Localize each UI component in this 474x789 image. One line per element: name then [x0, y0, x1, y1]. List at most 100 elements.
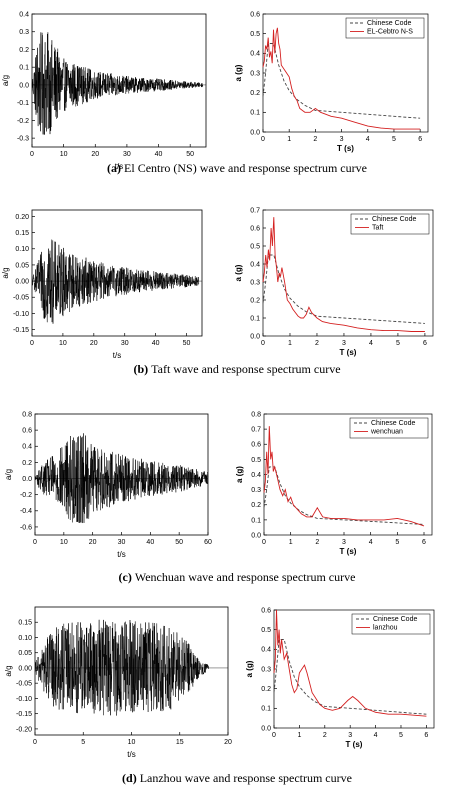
legend-label: Cninese Code: [373, 616, 417, 623]
y-tick-label: 0.10: [15, 246, 29, 253]
x-tick-label: 2: [313, 136, 317, 143]
x-tick-label: 20: [90, 340, 98, 347]
x-tick-label: 4: [369, 340, 373, 347]
x-axis-label: T (s): [346, 740, 363, 749]
y-tick-label: 0.05: [18, 650, 32, 657]
x-tick-label: 0: [30, 151, 34, 158]
x-tick-label: 20: [89, 539, 97, 546]
caption-d-label: (d): [122, 771, 137, 785]
caption-b-label: (b): [133, 362, 148, 376]
y-tick-label: 0.8: [22, 411, 32, 418]
y-tick-label: 0.4: [22, 444, 32, 451]
y-tick-label: 0.3: [250, 70, 260, 77]
y-tick-label: 0.1: [19, 65, 29, 72]
y-tick-label: 0.4: [250, 261, 260, 268]
y-axis-label: a (g): [245, 660, 254, 677]
legend-box: [351, 613, 431, 635]
series-record-spectrum: [262, 27, 421, 130]
y-tick-label: 0.3: [250, 279, 260, 286]
y-tick-label: 0.0: [19, 82, 29, 89]
plot-frame: [31, 209, 203, 337]
y-tick-label: 0.1: [251, 517, 261, 524]
y-tick-label: 0.00: [15, 278, 29, 285]
y-tick-label: 0.5: [250, 31, 260, 38]
y-tick-label: 0.6: [251, 442, 261, 449]
y-tick-label: 0.2: [250, 90, 260, 97]
legend: Chinese Code wenchuan: [349, 417, 429, 439]
caption-c-text: Wenchuan wave and response spectrum curv…: [135, 570, 356, 584]
x-tick-label: 5: [395, 539, 399, 546]
caption-d: (d) Lanzhou wave and response spectrum cu…: [122, 771, 352, 785]
series-code-spectrum: [262, 254, 425, 324]
series-code-spectrum: [263, 466, 425, 525]
plot-frame: [31, 13, 207, 148]
y-tick-label: 0.5: [250, 243, 260, 250]
y-tick-label: 0.15: [15, 230, 29, 237]
x-tick-label: 20: [224, 739, 232, 746]
y-tick-label: 0.3: [251, 487, 261, 494]
y-tick-label: 0.3: [261, 666, 271, 673]
legend: Cninese Code lanzhou: [351, 613, 431, 635]
x-tick-label: 30: [118, 539, 126, 546]
x-tick-label: 3: [342, 539, 346, 546]
y-axis-label: a (g): [235, 466, 244, 483]
x-tick-label: 0: [261, 136, 265, 143]
chart-panels: 0 10 20 30 40 50-0.3-0.2-0.10.00.10.20.30.4t/…: [1, 11, 435, 759]
x-tick-label: 6: [423, 340, 427, 347]
series-accelerogram: [34, 433, 209, 524]
x-tick-label: 1: [288, 340, 292, 347]
y-tick-label: 0.3: [19, 29, 29, 36]
x-tick-label: 30: [121, 340, 129, 347]
panel-a-spectrum: 0 1 2 3 4 5 6 0.0 0.1 0.2 0.3 0.4 0.5 0.6 T (s) a (g) Ch…: [234, 11, 429, 153]
y-tick-label: 0.0: [22, 476, 32, 483]
y-tick-label: 0.0: [261, 725, 271, 732]
y-tick-label: 0.0: [250, 129, 260, 136]
series-record-spectrum: [263, 426, 425, 527]
y-tick-label: -0.3: [17, 136, 29, 143]
legend: Chinese Code Taft: [350, 213, 430, 235]
y-tick-label: -0.10: [16, 696, 32, 703]
x-tick-label: 0: [261, 340, 265, 347]
caption-c: (c) Wenchuan wave and response spectrum c…: [119, 570, 356, 584]
y-tick-label: -0.15: [16, 711, 32, 718]
x-tick-label: 30: [123, 151, 131, 158]
x-axis-label: T (s): [340, 547, 357, 556]
y-tick-label: 0.20: [15, 214, 29, 221]
x-tick-label: 50: [186, 151, 194, 158]
panel-d-spectrum: 0 1 2 3 4 5 6 0.0 0.1 0.2 0.3 0.4 0.5 0.6 T (s) a (g) Cn…: [245, 607, 435, 749]
y-tick-label: 0.4: [19, 11, 29, 18]
y-axis-label: a/g: [1, 267, 10, 278]
legend-label: Chinese Code: [372, 216, 416, 223]
y-tick-label: 0.1: [261, 706, 271, 713]
x-tick-label: 50: [175, 539, 183, 546]
y-tick-label: 0.10: [18, 635, 32, 642]
series-accelerogram: [31, 32, 204, 135]
legend-label: lanzhou: [373, 625, 398, 632]
caption-d-text: Lanzhou wave and response spectrum curve: [140, 771, 352, 785]
y-tick-label: -0.6: [20, 524, 32, 531]
caption-a-label: (a): [107, 161, 121, 175]
x-tick-label: 10: [60, 151, 68, 158]
y-tick-label: -0.10: [13, 311, 29, 318]
y-tick-label: 0.4: [261, 647, 271, 654]
x-tick-label: 0: [30, 340, 34, 347]
plot-frame: [262, 209, 434, 337]
x-tick-label: 4: [369, 539, 373, 546]
x-tick-label: 0: [272, 732, 276, 739]
x-tick-label: 40: [155, 151, 163, 158]
y-tick-label: -0.1: [17, 100, 29, 107]
x-tick-label: 40: [152, 340, 160, 347]
panel-b-spectrum: 0 1 2 3 4 5 6 0.0 0.1 0.2 0.3 0.4 0.5 0.6 0.7 T (s) a (g…: [234, 207, 434, 357]
caption-b: (b) Taft wave and response spectrum curve: [133, 362, 340, 376]
x-tick-label: 6: [418, 136, 422, 143]
y-tick-label: 0.6: [250, 11, 260, 18]
y-tick-label: -0.4: [20, 508, 32, 515]
x-tick-label: 50: [183, 340, 191, 347]
x-tick-label: 10: [60, 539, 68, 546]
x-tick-label: 6: [424, 732, 428, 739]
x-tick-label: 3: [348, 732, 352, 739]
y-tick-label: -0.2: [20, 492, 32, 499]
x-tick-label: 40: [146, 539, 154, 546]
series-accelerogram: [34, 619, 209, 716]
x-tick-label: 10: [128, 739, 136, 746]
